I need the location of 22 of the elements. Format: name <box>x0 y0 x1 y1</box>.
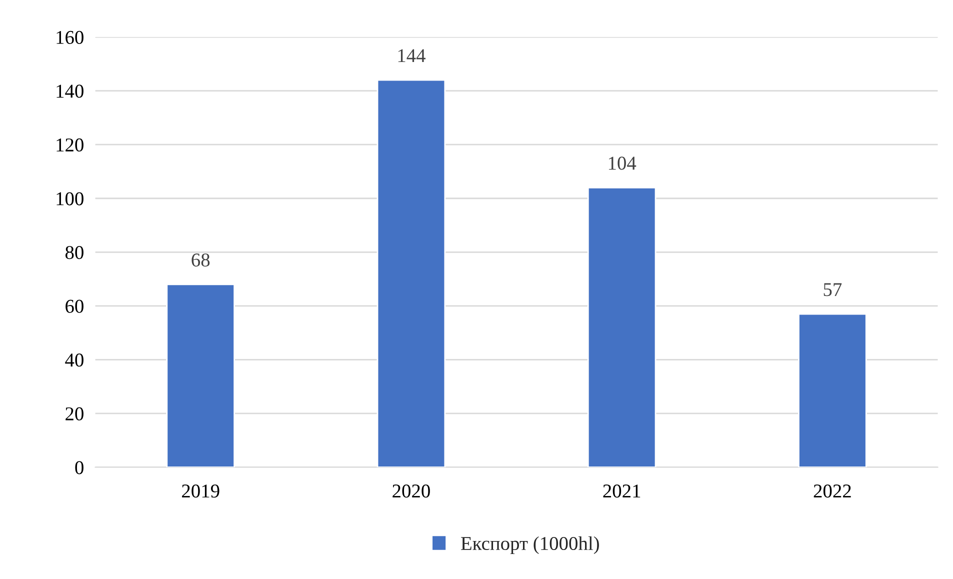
data-label: 57 <box>824 283 842 296</box>
data-label: 104 <box>608 156 636 170</box>
bar <box>166 284 235 468</box>
bar <box>587 186 656 468</box>
y-tick-label: 160 <box>56 30 84 44</box>
data-label: 68 <box>192 253 210 267</box>
x-tick-label: 2021 <box>603 484 640 498</box>
y-tick-label: 80 <box>65 246 84 260</box>
bar <box>798 313 867 468</box>
bar <box>376 79 446 468</box>
y-tick-label: 40 <box>65 354 84 367</box>
data-label: 144 <box>398 49 426 62</box>
x-tick-label: 2020 <box>392 484 430 498</box>
y-tick-label: 140 <box>56 84 84 98</box>
y-tick-label: 100 <box>56 192 84 206</box>
y-tick-label: 60 <box>66 300 84 313</box>
x-tick-label: 2022 <box>814 484 851 498</box>
legend-label: Експорт (1000hl) <box>461 536 599 554</box>
y-tick-label: 0 <box>75 461 84 474</box>
y-tick-label: 120 <box>56 138 84 152</box>
x-tick-label: 2019 <box>182 484 220 498</box>
y-tick-label: 20 <box>66 407 84 420</box>
